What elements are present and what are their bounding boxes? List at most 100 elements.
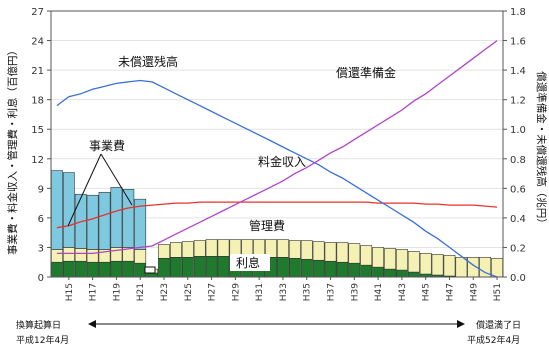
bar-利息-H42	[384, 268, 396, 278]
bar-利息-H20	[122, 260, 135, 278]
x-tick-label: H39	[350, 283, 360, 301]
start-label: 換算起算日	[16, 319, 61, 331]
bar-管理費-H33	[277, 239, 289, 258]
bar-利息-H28	[217, 256, 230, 278]
y-left-tick-label: 15	[31, 125, 44, 136]
x-tick-label: H41	[374, 283, 384, 301]
y-left-tick-label: 0	[38, 273, 44, 284]
bar-管理費-H23	[158, 244, 170, 259]
bar-管理費-H21	[134, 249, 147, 264]
y-right-tick-label: 1.8	[510, 7, 526, 18]
x-tick-label: H35	[303, 283, 313, 301]
timeline-arrow-head-left	[88, 320, 96, 328]
bar-事業費-H17	[86, 194, 99, 250]
y-right-tick-label: 1.4	[510, 66, 526, 77]
y-left-tick-label: 12	[31, 155, 44, 166]
bar-事業費-H14	[51, 170, 63, 250]
bar-管理費-H47	[443, 255, 456, 277]
bar-事業費-H15	[62, 172, 75, 248]
annotation-balance: 未償還残高	[118, 54, 178, 69]
x-tick-label: H43	[398, 283, 408, 301]
project-pointer-right	[100, 153, 133, 206]
bar-利息-H18	[98, 261, 111, 278]
bar-利息-H25	[181, 256, 194, 278]
annotation-interest-bg	[230, 254, 270, 271]
tick-layer: 0 3 6 9 12 15 18 21 24 27 0.0 0.2 0.4 0.6 0.8 1.0 1.2 1.4…	[31, 7, 526, 301]
line-series-償還準備金	[56, 40, 498, 255]
annotation-mgmt: 管理費	[249, 218, 285, 233]
bar-利息-H43	[396, 269, 408, 278]
y-right-tick-label: 0.2	[510, 243, 526, 254]
bar-利息-H39	[348, 262, 361, 278]
bar-利息-H34	[288, 257, 301, 278]
bar-利息-H16	[74, 260, 87, 278]
bar-管理費-H46	[431, 254, 444, 276]
bar-管理費-H17	[86, 249, 99, 263]
bar-事業費-H19	[110, 187, 123, 248]
y-right-tick-label: 0.0	[510, 273, 526, 284]
bar-管理費-H42	[384, 248, 396, 270]
x-tick-label: H21	[136, 283, 146, 301]
x-tick-label: H29	[231, 283, 241, 301]
bar-利息-H26	[193, 256, 206, 278]
x-tick-label: H15	[65, 283, 75, 301]
bar-利息-H38	[336, 261, 349, 278]
bar-管理費-H51	[491, 257, 503, 278]
bar-利息-H19	[110, 260, 123, 278]
y-left-tick-label: 24	[31, 37, 44, 48]
line-layer	[56, 40, 498, 278]
annotation-project: 事業費	[89, 138, 125, 153]
bar-管理費-H38	[336, 242, 349, 263]
bar-管理費-H25	[181, 241, 194, 258]
annotation-revenue: 料金収入	[258, 154, 306, 169]
bar-管理費-H43	[396, 249, 408, 271]
bar-利息-H15	[62, 260, 75, 278]
y-right-tick-label: 1.2	[510, 96, 526, 107]
timeline-arrow-head-right	[457, 320, 465, 328]
start-date: 平成12年4月	[16, 334, 69, 346]
y-left-tick-label: 21	[31, 66, 44, 77]
line-series-料金収入	[56, 201, 498, 229]
x-tick-label: H17	[89, 283, 99, 301]
line-series-未償還残高	[56, 79, 498, 278]
bar-管理費-H26	[193, 240, 206, 257]
bar-利息-H37	[324, 260, 337, 278]
plot-frame	[50, 10, 504, 278]
bar-事業費-H21	[134, 198, 147, 250]
y-right-tick-label: 0.6	[510, 184, 526, 195]
annotation-interest: 利息	[236, 255, 260, 270]
x-tick-label: H25	[184, 283, 194, 301]
bar-利息-H41	[372, 266, 384, 278]
bar-管理費-H28	[217, 239, 230, 257]
bar-利息-H33	[277, 256, 289, 278]
x-tick-label: H27	[208, 283, 218, 301]
bar-管理費-H48	[455, 256, 468, 278]
y-right-tick-label: 1.6	[510, 37, 526, 48]
x-tick-label: H49	[469, 283, 479, 301]
bar-利息-H27	[205, 256, 218, 278]
y-left-tick-label: 3	[38, 243, 44, 254]
bar-管理費-H27	[205, 239, 218, 257]
y-right-tick-label: 0.8	[510, 155, 526, 166]
bar-管理費-H35	[300, 240, 313, 260]
bar-管理費-H45	[419, 253, 432, 275]
bar-利息-H17	[86, 261, 99, 278]
x-tick-label: H19	[112, 283, 122, 301]
y-left-tick-label: 27	[31, 7, 44, 18]
bar-管理費-H34	[288, 240, 301, 259]
bar-事業費-H20	[122, 189, 135, 248]
bar-管理費-H15	[62, 247, 75, 262]
bar-管理費-H36	[312, 241, 325, 261]
y-left-tick-label: 18	[31, 96, 44, 107]
y-right-tick-label: 1.0	[510, 125, 526, 136]
end-date: 平成52年4月	[467, 334, 520, 346]
project-pointer-left	[67, 153, 102, 227]
bar-管理費-H40	[360, 245, 373, 266]
annotation-reserve: 償還準備金	[336, 65, 396, 80]
x-tick-label: H33	[279, 283, 289, 301]
bar-管理費-H37	[324, 242, 337, 262]
bar-管理費-H14	[51, 249, 63, 263]
y-right-tick-label: 0.4	[510, 214, 526, 225]
